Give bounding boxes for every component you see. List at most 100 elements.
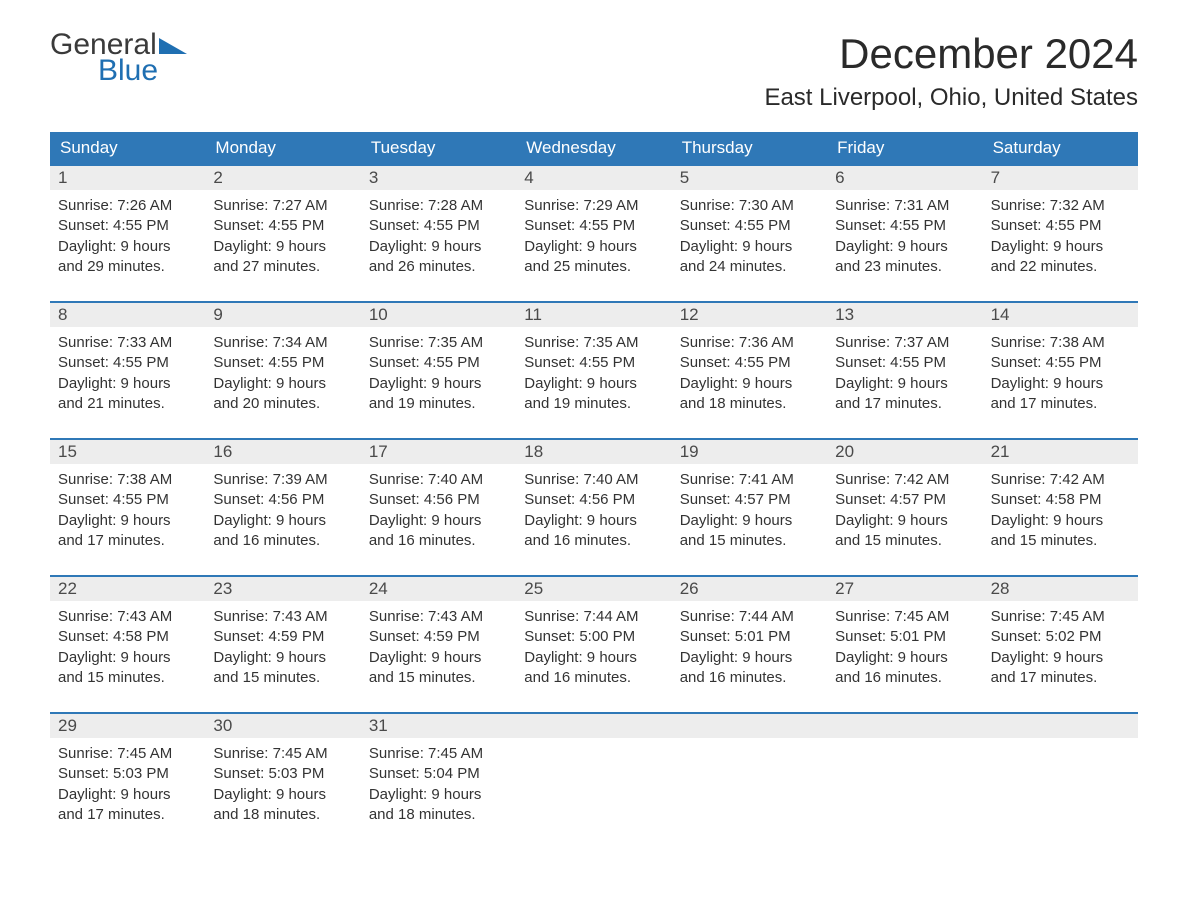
sunset-line: Sunset: 4:55 PM: [835, 216, 974, 236]
daylight-line: Daylight: 9 hours: [213, 237, 352, 257]
sunset-line: Sunset: 5:03 PM: [58, 764, 197, 784]
sunset-line: Sunset: 5:03 PM: [213, 764, 352, 784]
daynum-row: 22232425262728: [50, 577, 1138, 601]
weekday-header: Thursday: [672, 132, 827, 164]
daylight-line: and 17 minutes.: [835, 394, 974, 414]
sunrise-line: Sunrise: 7:27 AM: [213, 196, 352, 216]
day-cell: Sunrise: 7:41 AMSunset: 4:57 PMDaylight:…: [672, 464, 827, 561]
daylight-line: and 16 minutes.: [524, 531, 663, 551]
sunrise-line: Sunrise: 7:31 AM: [835, 196, 974, 216]
day-number: 3: [361, 166, 516, 190]
daylight-line: Daylight: 9 hours: [369, 374, 508, 394]
day-cell: Sunrise: 7:45 AMSunset: 5:03 PMDaylight:…: [205, 738, 360, 835]
daylight-line: Daylight: 9 hours: [680, 237, 819, 257]
day-number: 8: [50, 303, 205, 327]
daylight-line: Daylight: 9 hours: [213, 648, 352, 668]
sunrise-line: Sunrise: 7:26 AM: [58, 196, 197, 216]
day-cell: [827, 738, 982, 835]
calendar-week: 15161718192021Sunrise: 7:38 AMSunset: 4:…: [50, 438, 1138, 561]
weekday-header: Monday: [205, 132, 360, 164]
sunset-line: Sunset: 4:57 PM: [835, 490, 974, 510]
sunrise-line: Sunrise: 7:42 AM: [835, 470, 974, 490]
daylight-line: and 15 minutes.: [369, 668, 508, 688]
day-number: 9: [205, 303, 360, 327]
calendar-week: 1234567Sunrise: 7:26 AMSunset: 4:55 PMDa…: [50, 164, 1138, 287]
weekday-header-row: Sunday Monday Tuesday Wednesday Thursday…: [50, 132, 1138, 164]
sunrise-line: Sunrise: 7:36 AM: [680, 333, 819, 353]
daylight-line: Daylight: 9 hours: [369, 785, 508, 805]
day-cell: Sunrise: 7:45 AMSunset: 5:03 PMDaylight:…: [50, 738, 205, 835]
day-number: 18: [516, 440, 671, 464]
sunrise-line: Sunrise: 7:35 AM: [369, 333, 508, 353]
daylight-line: Daylight: 9 hours: [991, 237, 1130, 257]
sunrise-line: Sunrise: 7:30 AM: [680, 196, 819, 216]
weekday-header: Friday: [827, 132, 982, 164]
sunset-line: Sunset: 4:55 PM: [991, 216, 1130, 236]
day-number: 11: [516, 303, 671, 327]
day-number: 12: [672, 303, 827, 327]
daylight-line: Daylight: 9 hours: [835, 511, 974, 531]
sunset-line: Sunset: 5:00 PM: [524, 627, 663, 647]
daylight-line: and 19 minutes.: [369, 394, 508, 414]
day-number: 27: [827, 577, 982, 601]
weekday-header: Wednesday: [516, 132, 671, 164]
sunrise-line: Sunrise: 7:38 AM: [991, 333, 1130, 353]
weekday-header: Tuesday: [361, 132, 516, 164]
day-number: 1: [50, 166, 205, 190]
calendar-week: 891011121314Sunrise: 7:33 AMSunset: 4:55…: [50, 301, 1138, 424]
sunset-line: Sunset: 4:56 PM: [369, 490, 508, 510]
sunrise-line: Sunrise: 7:32 AM: [991, 196, 1130, 216]
sunrise-line: Sunrise: 7:43 AM: [369, 607, 508, 627]
daynum-row: 1234567: [50, 166, 1138, 190]
day-number: 16: [205, 440, 360, 464]
daylight-line: and 25 minutes.: [524, 257, 663, 277]
sunset-line: Sunset: 4:56 PM: [213, 490, 352, 510]
day-number: 14: [983, 303, 1138, 327]
day-cell: Sunrise: 7:43 AMSunset: 4:58 PMDaylight:…: [50, 601, 205, 698]
sunrise-line: Sunrise: 7:42 AM: [991, 470, 1130, 490]
day-number: 22: [50, 577, 205, 601]
day-number: 19: [672, 440, 827, 464]
daylight-line: and 17 minutes.: [991, 668, 1130, 688]
daylight-line: and 15 minutes.: [835, 531, 974, 551]
header: General Blue December 2024 East Liverpoo…: [50, 30, 1138, 124]
daynum-row: 293031: [50, 714, 1138, 738]
sunrise-line: Sunrise: 7:45 AM: [835, 607, 974, 627]
day-cell: Sunrise: 7:43 AMSunset: 4:59 PMDaylight:…: [205, 601, 360, 698]
logo-flag-icon: [159, 34, 187, 58]
day-cell: Sunrise: 7:29 AMSunset: 4:55 PMDaylight:…: [516, 190, 671, 287]
day-cell: Sunrise: 7:33 AMSunset: 4:55 PMDaylight:…: [50, 327, 205, 424]
logo: General Blue: [50, 30, 187, 86]
day-cell: Sunrise: 7:36 AMSunset: 4:55 PMDaylight:…: [672, 327, 827, 424]
daylight-line: Daylight: 9 hours: [991, 511, 1130, 531]
daylight-line: Daylight: 9 hours: [835, 374, 974, 394]
day-number: [983, 714, 1138, 738]
daylight-line: Daylight: 9 hours: [58, 237, 197, 257]
sunrise-line: Sunrise: 7:45 AM: [213, 744, 352, 764]
logo-word-blue: Blue: [98, 56, 187, 86]
daylight-line: and 16 minutes.: [369, 531, 508, 551]
sunrise-line: Sunrise: 7:43 AM: [213, 607, 352, 627]
day-cell: Sunrise: 7:43 AMSunset: 4:59 PMDaylight:…: [361, 601, 516, 698]
month-title: December 2024: [764, 30, 1138, 78]
sunset-line: Sunset: 4:55 PM: [524, 216, 663, 236]
daylight-line: and 19 minutes.: [524, 394, 663, 414]
sunset-line: Sunset: 5:01 PM: [835, 627, 974, 647]
day-cell: Sunrise: 7:40 AMSunset: 4:56 PMDaylight:…: [516, 464, 671, 561]
day-cell: Sunrise: 7:39 AMSunset: 4:56 PMDaylight:…: [205, 464, 360, 561]
sunrise-line: Sunrise: 7:44 AM: [524, 607, 663, 627]
daylight-line: and 18 minutes.: [213, 805, 352, 825]
day-cell: Sunrise: 7:31 AMSunset: 4:55 PMDaylight:…: [827, 190, 982, 287]
sunset-line: Sunset: 4:59 PM: [369, 627, 508, 647]
day-cell: [672, 738, 827, 835]
sunrise-line: Sunrise: 7:37 AM: [835, 333, 974, 353]
sunset-line: Sunset: 4:55 PM: [369, 353, 508, 373]
day-cell: Sunrise: 7:37 AMSunset: 4:55 PMDaylight:…: [827, 327, 982, 424]
day-number: 13: [827, 303, 982, 327]
sunrise-line: Sunrise: 7:38 AM: [58, 470, 197, 490]
daylight-line: Daylight: 9 hours: [524, 511, 663, 531]
day-cell: Sunrise: 7:45 AMSunset: 5:02 PMDaylight:…: [983, 601, 1138, 698]
daylight-line: and 29 minutes.: [58, 257, 197, 277]
sunset-line: Sunset: 4:55 PM: [680, 353, 819, 373]
daylight-line: Daylight: 9 hours: [835, 237, 974, 257]
